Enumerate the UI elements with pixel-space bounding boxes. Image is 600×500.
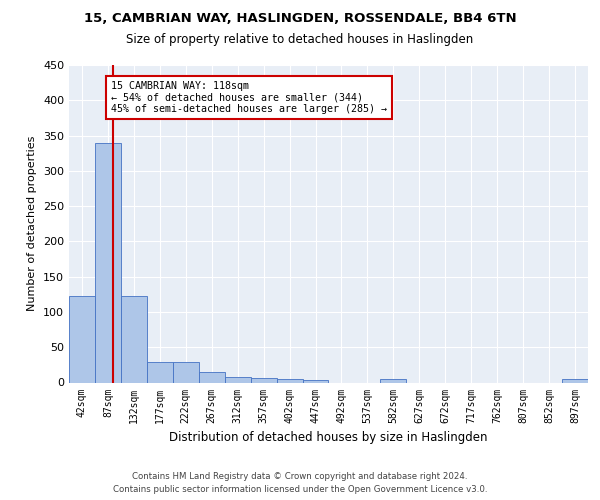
Bar	[251, 378, 277, 382]
Bar	[380, 379, 406, 382]
Y-axis label: Number of detached properties: Number of detached properties	[28, 136, 37, 312]
Text: 15, CAMBRIAN WAY, HASLINGDEN, ROSSENDALE, BB4 6TN: 15, CAMBRIAN WAY, HASLINGDEN, ROSSENDALE…	[83, 12, 517, 26]
Bar	[121, 296, 147, 382]
X-axis label: Distribution of detached houses by size in Haslingden: Distribution of detached houses by size …	[169, 431, 488, 444]
Bar	[199, 372, 224, 382]
Bar	[69, 296, 95, 382]
Text: 15 CAMBRIAN WAY: 118sqm
← 54% of detached houses are smaller (344)
45% of semi-d: 15 CAMBRIAN WAY: 118sqm ← 54% of detache…	[111, 80, 387, 114]
Text: Size of property relative to detached houses in Haslingden: Size of property relative to detached ho…	[127, 32, 473, 46]
Bar	[562, 379, 588, 382]
Text: Contains HM Land Registry data © Crown copyright and database right 2024.
Contai: Contains HM Land Registry data © Crown c…	[113, 472, 487, 494]
Bar	[173, 362, 199, 382]
Bar	[147, 362, 173, 382]
Bar	[277, 379, 302, 382]
Bar	[224, 377, 251, 382]
Bar	[95, 142, 121, 382]
Bar	[302, 380, 329, 382]
